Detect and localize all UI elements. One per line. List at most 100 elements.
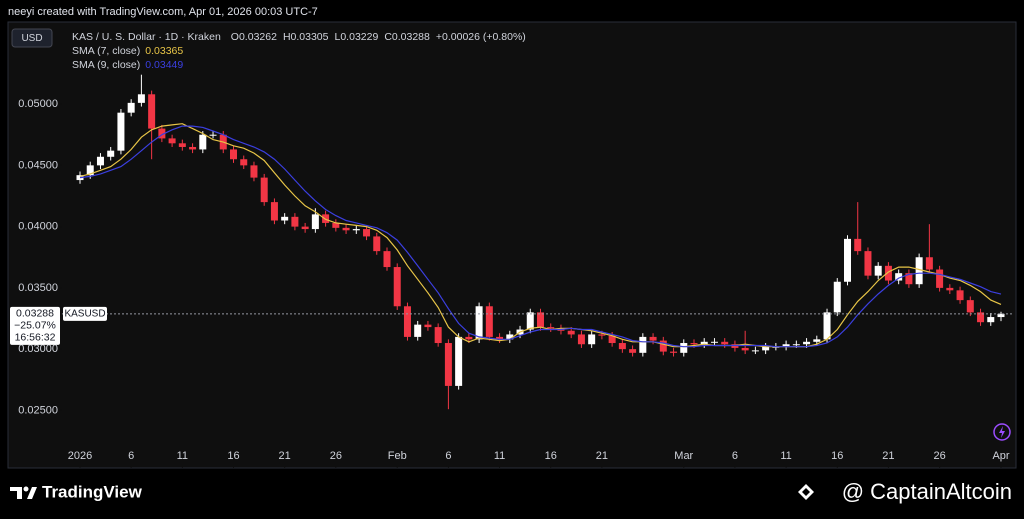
candle-body <box>803 341 811 345</box>
candle-body <box>158 128 166 139</box>
candle-body <box>618 343 626 350</box>
candle-body <box>629 349 637 353</box>
candle-body <box>792 344 800 346</box>
price-label-countdown: 16:56:32 <box>15 332 56 344</box>
sma-line <box>79 123 1002 348</box>
candle-body <box>137 94 145 103</box>
candle-body <box>588 334 596 345</box>
candle-body <box>813 339 821 342</box>
candle-body <box>485 306 493 337</box>
logo-dot <box>23 486 29 492</box>
x-tick-label: 16 <box>831 450 843 462</box>
ohlc-value: 0.03288 <box>392 31 430 43</box>
credit-icon <box>798 484 814 500</box>
x-tick-label: 6 <box>445 450 451 462</box>
candle-body <box>209 134 217 136</box>
candle-body <box>506 334 514 340</box>
candle-body <box>925 257 933 270</box>
x-tick-label: Apr <box>992 450 1009 462</box>
candle-body <box>649 336 657 341</box>
candle-body <box>76 175 84 181</box>
x-tick-label: 11 <box>780 450 791 462</box>
ohlc-prefix: L <box>335 31 341 43</box>
x-tick-label: 21 <box>596 450 608 462</box>
ohlc-prefix: O <box>231 31 239 43</box>
candle-body <box>905 273 913 285</box>
candle-body <box>526 312 534 330</box>
candle-body <box>332 222 340 228</box>
candle-body <box>639 336 647 353</box>
candle-body <box>690 343 698 345</box>
candle-body <box>424 324 432 328</box>
candle-body <box>741 347 749 351</box>
price-label-value: 0.03288 <box>16 308 54 320</box>
x-tick-label: 21 <box>279 450 291 462</box>
candle-body <box>864 251 872 276</box>
candle-body <box>168 138 176 144</box>
candle-body <box>260 177 268 203</box>
candle-body <box>833 281 841 313</box>
candle-body <box>475 306 483 340</box>
ohlc-value: 0.03229 <box>340 31 378 43</box>
candle-body <box>710 341 718 343</box>
candle-body <box>414 324 422 337</box>
candle-body <box>270 202 278 221</box>
candle-body <box>444 343 452 386</box>
indicator-value: 0.03449 <box>145 59 183 71</box>
candle-body <box>148 94 156 129</box>
x-tick-label: 21 <box>882 450 894 462</box>
candle-body <box>659 340 667 352</box>
candle-body <box>598 334 606 336</box>
candle-body <box>670 351 678 353</box>
x-tick-label: 6 <box>732 450 738 462</box>
y-tick-label: 0.02500 <box>18 404 58 416</box>
candle-body <box>680 343 688 353</box>
x-tick-label: 11 <box>177 450 188 462</box>
candle-body <box>311 214 319 230</box>
candle-body <box>250 165 258 178</box>
candle-body <box>977 312 985 323</box>
candle-body <box>383 251 391 268</box>
candle-body <box>199 134 207 150</box>
candle-body <box>373 236 381 252</box>
currency-button[interactable] <box>11 28 53 48</box>
candle-body <box>230 149 237 160</box>
candle-body <box>946 287 954 291</box>
alert-icon[interactable] <box>993 423 1011 441</box>
x-tick-label: 26 <box>933 450 945 462</box>
candle-body <box>823 312 831 340</box>
candle-body <box>874 265 882 276</box>
candle-body <box>281 216 289 221</box>
candle-body <box>895 273 903 281</box>
logo-shape <box>27 487 37 499</box>
x-tick-label: 16 <box>545 450 557 462</box>
indicator-value: 0.03365 <box>145 45 183 57</box>
x-tick-label: 11 <box>494 450 505 462</box>
candle-body <box>854 238 862 252</box>
candle-body <box>915 257 923 285</box>
candle-body <box>301 226 309 230</box>
footer-logo-mark <box>10 486 37 499</box>
candle-body <box>762 346 770 351</box>
logo-shape <box>10 487 22 499</box>
x-tick-label: 26 <box>330 450 342 462</box>
x-tick-label: 16 <box>227 450 239 462</box>
candle-body <box>434 327 442 344</box>
candle-body <box>537 312 544 328</box>
candle-body <box>127 102 135 113</box>
currency-label[interactable]: USD <box>21 33 42 44</box>
sma-line <box>79 125 1002 348</box>
candle-body <box>997 313 1005 318</box>
legend: KAS / U. S. Dollar · 1D · Kraken O 0.03262… <box>72 31 526 71</box>
candle-body <box>455 336 463 386</box>
candle-body <box>936 269 944 288</box>
candle-body <box>884 265 892 281</box>
symbol-tag-box <box>63 306 107 321</box>
candle-body <box>966 300 974 313</box>
y-tick-label: 0.05000 <box>18 98 58 110</box>
ohlc-prefix: H <box>283 31 291 43</box>
footer-logo: TradingView <box>42 482 143 501</box>
indicator-name: SMA (7, close) <box>72 45 140 57</box>
candle-body <box>782 344 790 347</box>
